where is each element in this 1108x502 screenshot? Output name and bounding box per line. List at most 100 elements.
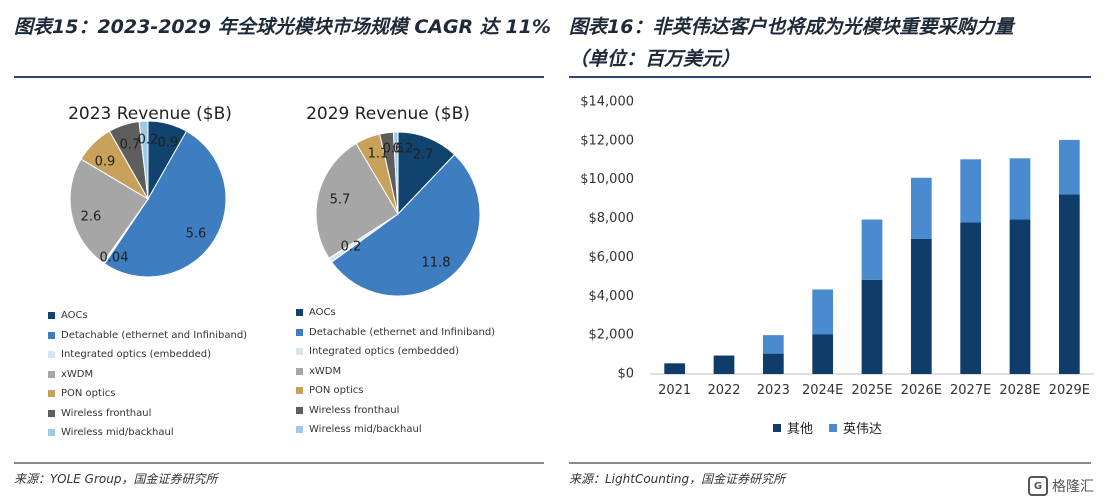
pie-2029-slice-aocs (397, 131, 456, 216)
bar-2025E-others (861, 279, 883, 374)
x-tick-label: 2024E (802, 383, 843, 398)
legend-label-xwdm: xWDM (309, 365, 342, 377)
pie-2029-label-pon: 1.1 (368, 147, 389, 162)
legend-item-xwdm: xWDM (48, 365, 247, 385)
bar-2023-others (762, 353, 784, 374)
legend-swatch-fronthaul (296, 406, 303, 414)
bar-2021-others (664, 363, 686, 374)
y-tick-label: $4,000 (589, 289, 635, 304)
pie-2029-label-aocs: 2.7 (413, 148, 434, 163)
pie-2023-label-detachable: 5.6 (186, 227, 207, 242)
pie-2029-label-integrated: 0.2 (341, 240, 362, 255)
legend-swatch-others (773, 423, 781, 432)
pie-charts: 0.95.60.042.60.90.70.2 2.711.80.25.71.10… (69, 120, 481, 297)
x-tick-label: 2022 (707, 383, 740, 398)
y-tick-label: $12,000 (580, 133, 634, 148)
pie-2029-legend: AOCs Detachable (ethernet and Infiniband)… (296, 303, 495, 440)
legend-item-midhaul: Wireless mid/backhaul (48, 423, 247, 443)
right-figure-subtitle: （单位：百万美元） (569, 48, 741, 70)
legend-swatch-integrated (48, 351, 55, 359)
legend-item-aocs: AOCs (296, 303, 495, 323)
legend-label-integrated: Integrated optics (embedded) (61, 349, 211, 361)
legend-swatch-pon (296, 387, 303, 395)
y-tick-label: $0 (617, 367, 634, 382)
legend-label-aocs: AOCs (309, 307, 336, 319)
bar-2024E-nvidia (812, 289, 834, 335)
right-figure-title: 图表16：非英伟达客户也将成为光模块重要采购力量 (569, 16, 1014, 38)
x-tick-label: 2026E (901, 383, 942, 398)
legend-item-xwdm: xWDM (296, 362, 495, 382)
watermark: G 格隆汇 (1028, 476, 1094, 496)
bar-2028E-others (1009, 219, 1031, 374)
pie-2029-label-fronthaul: 0.6 (383, 142, 404, 157)
watermark-logo-icon: G (1028, 476, 1048, 496)
bar-legend: 其他 英伟达 (773, 418, 882, 437)
right-source: 来源：LightCounting，国金证券研究所 (569, 472, 786, 486)
legend-label-integrated: Integrated optics (embedded) (309, 346, 459, 358)
legend-item-detachable: Detachable (ethernet and Infiniband) (48, 326, 247, 346)
right-title-divider (569, 76, 1091, 78)
pie-2023-label-integrated: 0.04 (100, 251, 129, 266)
pie-2023: 0.9 5.6 0.04 2.6 0.9 0.70.2 (69, 120, 227, 278)
pie-2023-label-midhaul: 0.2 (138, 133, 159, 148)
legend-swatch-midhaul (296, 426, 303, 434)
legend-item-pon: PON optics (296, 381, 495, 401)
bar-2029E-nvidia (1058, 139, 1080, 195)
bar-2029E-others (1058, 194, 1080, 374)
x-tick-label: 2025E (851, 383, 892, 398)
right-bottom-divider (569, 462, 1091, 464)
legend-label-aocs: AOCs (61, 310, 88, 322)
bar-2025E-nvidia (861, 219, 883, 280)
legend-swatch-detachable (48, 331, 55, 339)
legend-label-detachable: Detachable (ethernet and Infiniband) (309, 326, 496, 338)
bar-2027E-nvidia (960, 159, 982, 223)
legend-label-midhaul: Wireless mid/backhaul (309, 424, 422, 436)
legend-label-fronthaul: Wireless fronthaul (309, 404, 400, 416)
y-tick-label: $10,000 (580, 172, 634, 187)
bar-chart: $0 $2,000 $4,000 $6,000 $8,000 $10,000 $12,000… (580, 95, 1094, 398)
legend-label-fronthaul: Wireless fronthaul (61, 407, 152, 419)
bar-2026E-others (910, 238, 932, 374)
pie-2029-label-midhaul: 0.2 (393, 142, 414, 157)
legend-swatch-fronthaul (48, 409, 55, 417)
pie-2029-slice-detachable (330, 153, 481, 297)
legend-label-detachable: Detachable (ethernet and Infiniband) (61, 329, 248, 341)
pie-2023-legend: AOCs Detachable (ethernet and Infiniband)… (48, 306, 247, 443)
pie-2023-slice-xwdm (69, 158, 149, 264)
legend-label-xwdm: xWDM (61, 368, 94, 380)
pie-2023-slice-detachable (103, 130, 227, 278)
pie-2023-label-xwdm: 2.6 (81, 210, 102, 225)
x-tick-label: 2021 (658, 383, 691, 398)
legend-item-integrated: Integrated optics (embedded) (296, 342, 495, 362)
legend-swatch-midhaul (48, 429, 55, 437)
pie-2023-label-fronthaul: 0.7 (120, 138, 141, 153)
legend-swatch-xwdm (296, 367, 303, 375)
y-tick-label: $14,000 (580, 95, 634, 110)
watermark-text: 格隆汇 (1052, 479, 1094, 495)
legend-swatch-pon (48, 390, 55, 398)
x-tick-label: 2028E (999, 383, 1040, 398)
legend-swatch-integrated (296, 348, 303, 356)
pie-2029-label-xwdm: 5.7 (330, 193, 351, 208)
pie-2023-label-pon: 0.9 (95, 155, 116, 170)
legend-item-integrated: Integrated optics (embedded) (48, 345, 247, 365)
x-tick-label: 2029E (1049, 383, 1090, 398)
pie-2029-label-detachable: 11.8 (422, 256, 451, 271)
legend-label-nvidia: 英伟达 (843, 422, 883, 437)
bar-2022-others (713, 355, 735, 374)
legend-item-midhaul: Wireless mid/backhaul (296, 420, 495, 440)
legend-swatch-detachable (296, 328, 303, 336)
x-tick-label: 2027E (950, 383, 991, 398)
pie-2023-label-aocs: 0.9 (158, 136, 179, 151)
y-tick-label: $6,000 (589, 250, 635, 265)
pie-2029-title: 2029 Revenue ($B) (306, 104, 470, 124)
y-tick-label: $8,000 (589, 211, 635, 226)
legend-item-pon: PON optics (48, 384, 247, 404)
legend-item-detachable: Detachable (ethernet and Infiniband) (296, 323, 495, 343)
pie-2029-slice-xwdm (315, 142, 399, 259)
left-figure-title: 图表15：2023-2029 年全球光模块市场规模 CAGR 达 11% (14, 16, 551, 38)
legend-item-fronthaul: Wireless fronthaul (48, 404, 247, 424)
legend-swatch-aocs (48, 312, 55, 320)
legend-label-pon: PON optics (309, 385, 364, 397)
legend-label-midhaul: Wireless mid/backhaul (61, 427, 174, 439)
